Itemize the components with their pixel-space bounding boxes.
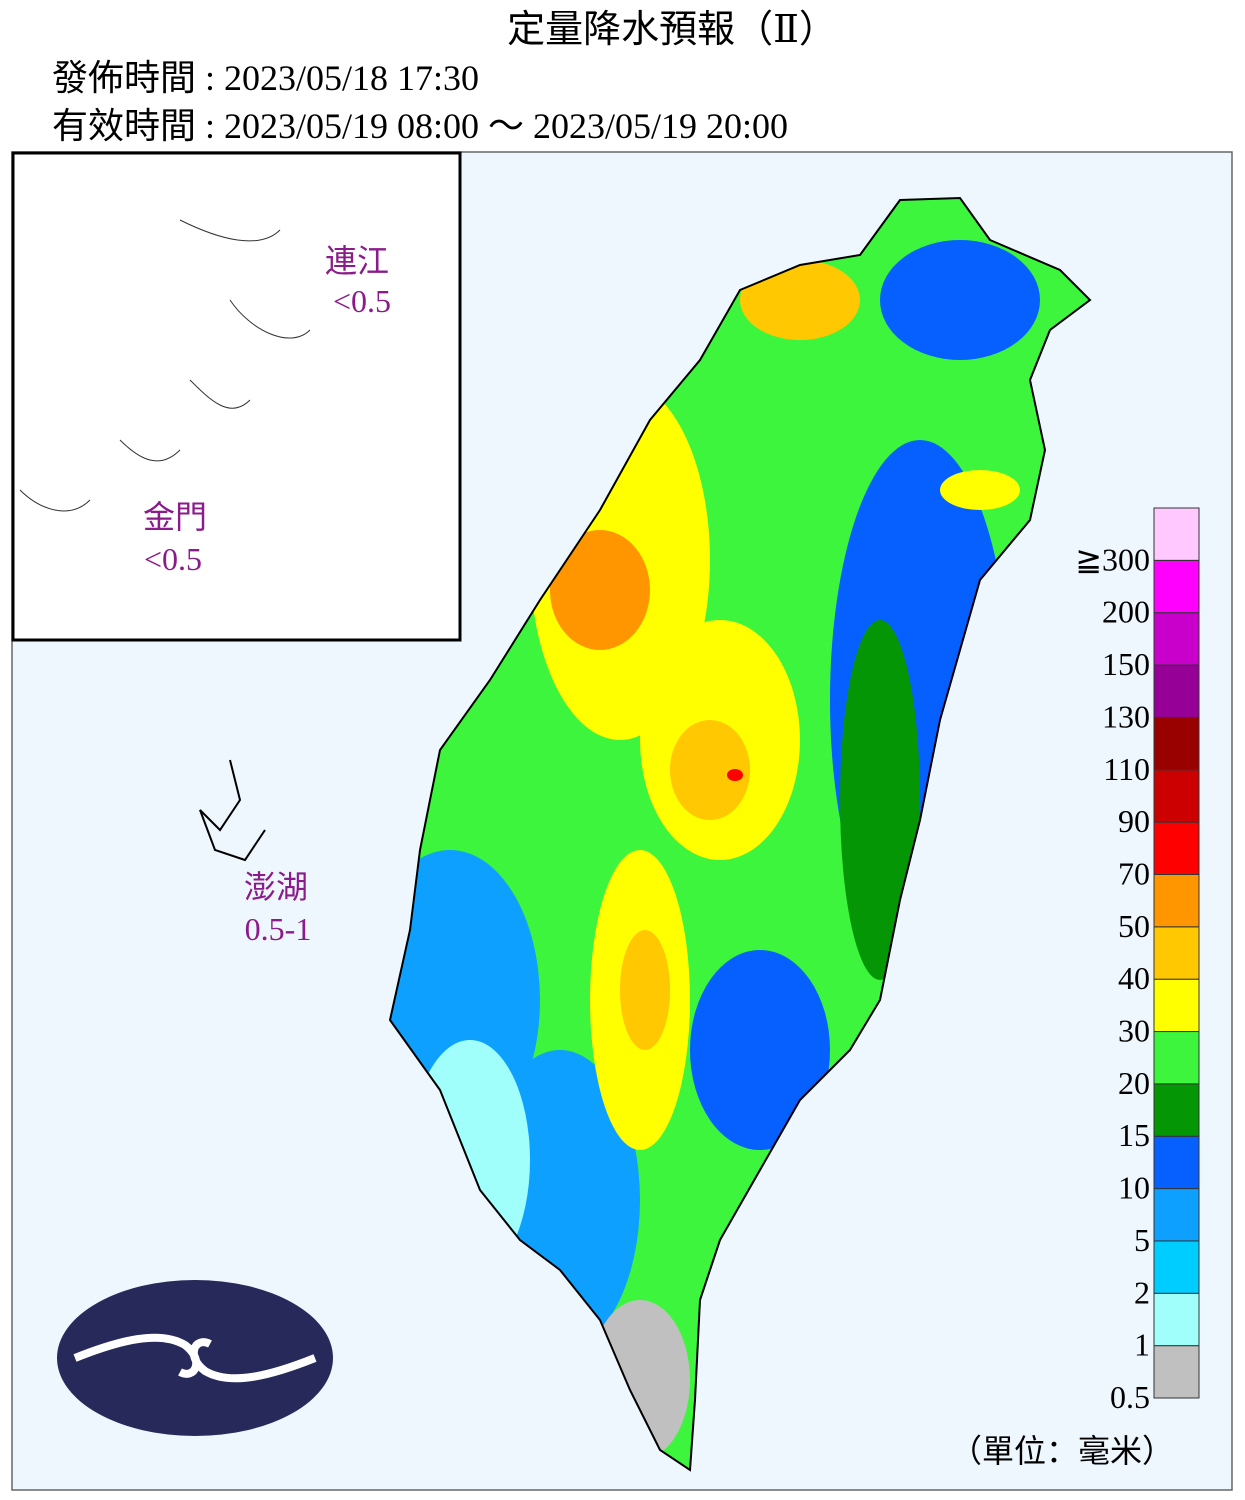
legend-label: 5: [1134, 1222, 1150, 1258]
island-name: 澎湖: [244, 869, 308, 905]
legend-label: 200: [1102, 594, 1150, 630]
legend-swatch: [1153, 1240, 1200, 1294]
legend-swatch: [1153, 873, 1200, 928]
legend-swatch: [1153, 926, 1200, 980]
rain-area: [840, 620, 920, 980]
island-value: <0.5: [333, 283, 391, 319]
island-value: 0.5-1: [245, 911, 312, 947]
issued-time: 發佈時間 : 2023/05/18 17:30: [52, 58, 479, 98]
legend-swatch: [1153, 664, 1200, 718]
legend-swatch: [1153, 1188, 1200, 1242]
legend-swatch: [1153, 1292, 1200, 1347]
title: 定量降水預報（Ⅱ）: [507, 9, 837, 51]
legend-label: ≧300: [1075, 541, 1150, 577]
rain-area: [880, 240, 1040, 360]
legend-label: 130: [1102, 698, 1150, 734]
legend-label: 20: [1118, 1065, 1150, 1101]
legend-label: 10: [1118, 1170, 1150, 1206]
legend-label: 0.5: [1110, 1379, 1150, 1415]
legend-swatch: [1153, 1345, 1200, 1399]
taiwan-outline: [388, 196, 1092, 1472]
rain-area: [670, 720, 750, 820]
legend-label: 150: [1102, 646, 1150, 682]
legend-swatch: [1153, 559, 1200, 614]
legend-label: 1: [1134, 1327, 1150, 1363]
inset-coast: [19, 219, 311, 512]
legend-swatch: [1153, 716, 1200, 771]
legend-label: 70: [1118, 855, 1150, 891]
legend-swatch: [1153, 978, 1200, 1033]
valid-time: 有效時間 : 2023/05/19 08:00 ～ 2023/05/19 20:…: [52, 106, 788, 146]
rain-area: [940, 470, 1020, 510]
logo-swirl: [73, 1333, 317, 1383]
legend-swatch: [1153, 1135, 1200, 1190]
legend-swatch: [1153, 821, 1200, 875]
legend-unit: （單位：毫米）: [950, 1433, 1174, 1469]
legend: 0.5 1 2 5 10 15 20 30 40 50 70 90 110 130 150 200 ≧300: [1075, 507, 1200, 1415]
legend-label: 50: [1118, 908, 1150, 944]
island-value: <0.5: [144, 541, 202, 577]
rain-area: [550, 530, 650, 650]
legend-swatch: [1153, 1083, 1200, 1137]
inset-box: [11, 151, 462, 642]
penghu-outline: [199, 759, 266, 862]
rain-area: [740, 260, 860, 340]
island-name: 金門: [143, 499, 207, 535]
legend-swatch: [1153, 769, 1200, 823]
legend-label: 90: [1118, 803, 1150, 839]
legend-label: 30: [1118, 1013, 1150, 1049]
legend-label: 40: [1118, 960, 1150, 996]
legend-label: 110: [1103, 751, 1150, 787]
legend-swatch: [1153, 612, 1200, 666]
legend-swatch: [1153, 1031, 1200, 1085]
legend-label: 15: [1118, 1117, 1150, 1153]
rain-area: [620, 930, 670, 1050]
island-name: 連江: [325, 243, 389, 279]
rain-area: [727, 769, 743, 781]
legend-label: 2: [1134, 1274, 1150, 1310]
rain-area: [690, 950, 830, 1150]
legend-swatch: [1153, 507, 1200, 561]
